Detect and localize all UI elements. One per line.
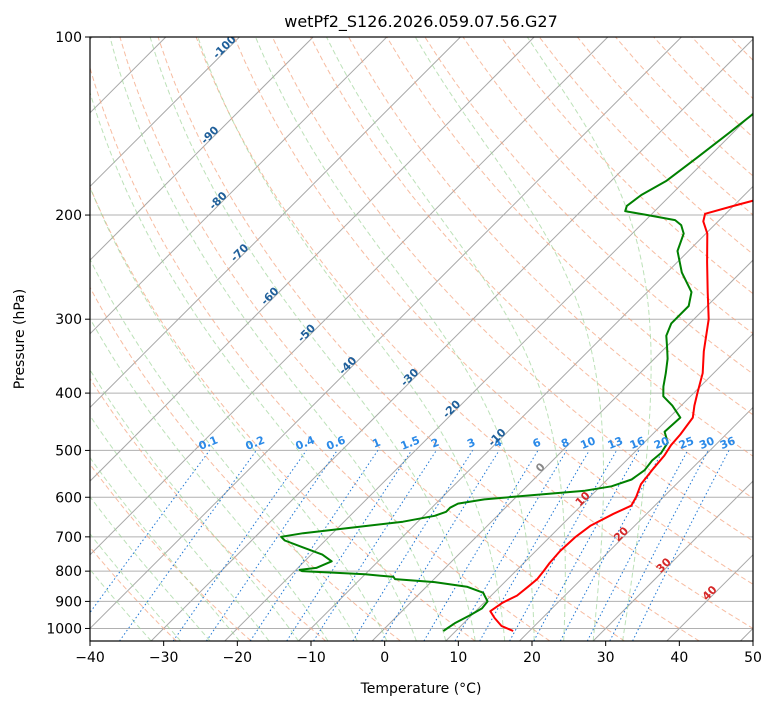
- isotherm-line: [90, 37, 535, 482]
- mixing-ratio-label: 10: [578, 434, 597, 452]
- isotherm-line: [519, 406, 753, 641]
- y-tick-label: 700: [55, 530, 82, 546]
- isotherm-line: [90, 37, 682, 630]
- dry-adiabat: [90, 185, 476, 641]
- y-tick-label: 900: [55, 594, 82, 610]
- dry-adiabat: [424, 37, 753, 375]
- mixing-ratio-label: 25: [677, 434, 696, 452]
- x-tick-label: −20: [223, 650, 253, 666]
- y-tick-label: 600: [55, 490, 82, 506]
- y-tick-label: 200: [55, 208, 82, 224]
- moist-adiabat: [90, 368, 299, 641]
- dry-adiabat: [195, 37, 753, 630]
- mixing-ratio-label: 16: [628, 434, 647, 452]
- moist-adiabat: [109, 37, 447, 641]
- x-tick-label: −40: [75, 650, 105, 666]
- dry-adiabat: [348, 37, 753, 457]
- x-tick-label: 30: [597, 650, 615, 666]
- dewpoint-line: [280, 112, 753, 632]
- mixing-ratio-label: 36: [718, 434, 737, 452]
- temperature-line: [489, 199, 753, 632]
- mixing-ratio-label: 13: [606, 434, 625, 452]
- moist-adiabat: [149, 37, 476, 641]
- mixing-ratio-line: [249, 450, 379, 641]
- mixing-ratio-line: [286, 450, 413, 641]
- plot-frame: [89, 36, 754, 642]
- moist-adiabat: [255, 37, 535, 641]
- mixing-ratio-line: [119, 450, 257, 641]
- isotherm-line: [445, 333, 753, 641]
- mixing-ratio-label: 8: [559, 436, 571, 451]
- isotherm-line: [90, 37, 461, 409]
- background-lines: [90, 37, 753, 641]
- y-tick-label: 500: [55, 443, 82, 459]
- moist-adiabat: [90, 317, 329, 641]
- isotherm-line: [90, 37, 240, 188]
- mixing-ratio-line: [533, 450, 640, 641]
- chart-title: wetPf2_S126.2026.059.07.56.G27: [284, 12, 558, 32]
- mixing-ratio-line: [509, 450, 618, 641]
- mixing-ratio-line: [205, 450, 338, 641]
- y-tick-label: 300: [55, 312, 82, 328]
- isotherm-line: [371, 259, 753, 641]
- isotherm-line: [592, 480, 753, 641]
- mixing-ratio-line: [632, 450, 730, 641]
- y-axis-label: Pressure (hPa): [12, 289, 28, 389]
- moist-adiabat: [414, 37, 604, 641]
- mixing-ratio-label: 2: [429, 436, 441, 451]
- x-tick-label: 50: [744, 650, 762, 666]
- mixing-ratio-line: [172, 450, 307, 641]
- moist-adiabat: [326, 37, 566, 641]
- mixing-ratio-label: 3: [465, 436, 477, 451]
- dry-adiabat: [90, 546, 177, 641]
- isotherm-line: [90, 37, 314, 261]
- isotherm-line: [90, 37, 609, 556]
- moist-adiabat: [90, 258, 358, 641]
- x-axis: −40 −30 −20 −10 0 10 20 30 40 50: [75, 641, 762, 666]
- y-tick-label: 800: [55, 564, 82, 580]
- x-axis-label: Temperature (°C): [360, 681, 482, 697]
- dry-adiabat: [310, 37, 753, 499]
- mixing-ratio-label: 30: [697, 434, 716, 452]
- x-tick-label: −30: [149, 650, 179, 666]
- y-tick-label: 400: [55, 386, 82, 402]
- dry-adiabat: [90, 66, 551, 641]
- mixing-ratio-label: 20: [652, 434, 671, 452]
- x-tick-label: 40: [670, 650, 688, 666]
- dry-adiabat: [157, 37, 700, 641]
- y-axis: 1000 900 800 700 600 500 400 300 200 100: [46, 30, 90, 637]
- dry-adiabat: [386, 37, 753, 416]
- y-tick-label: 1000: [46, 621, 82, 637]
- moist-adiabat: [526, 37, 652, 641]
- dry-adiabat: [90, 377, 327, 641]
- x-tick-label: 10: [449, 650, 467, 666]
- moist-adiabat: [90, 414, 270, 641]
- dry-adiabat: [90, 463, 252, 641]
- dry-adiabat: [271, 37, 753, 542]
- x-tick-label: 0: [380, 650, 389, 666]
- dry-adiabat: [119, 37, 625, 641]
- mixing-ratio-line: [313, 450, 437, 641]
- moist-adiabat: [197, 37, 506, 641]
- x-tick-label: 20: [523, 650, 541, 666]
- mixing-ratio-label: 1: [371, 436, 383, 451]
- moist-adiabat: [90, 90, 417, 641]
- isotherm-line: [224, 112, 753, 641]
- mixing-ratio-line: [381, 450, 500, 641]
- mixing-ratio-line: [90, 450, 211, 614]
- x-tick-label: −10: [296, 650, 326, 666]
- dry-adiabat: [90, 286, 401, 641]
- data-series: [280, 112, 753, 632]
- isotherm-line: [150, 38, 753, 641]
- mixing-ratio-line: [559, 450, 664, 641]
- isotherm-line: [90, 37, 388, 335]
- y-tick-label: 100: [55, 30, 82, 46]
- moist-adiabat: [90, 456, 240, 641]
- dry-adiabat: [500, 37, 753, 295]
- moist-adiabat: [90, 186, 388, 641]
